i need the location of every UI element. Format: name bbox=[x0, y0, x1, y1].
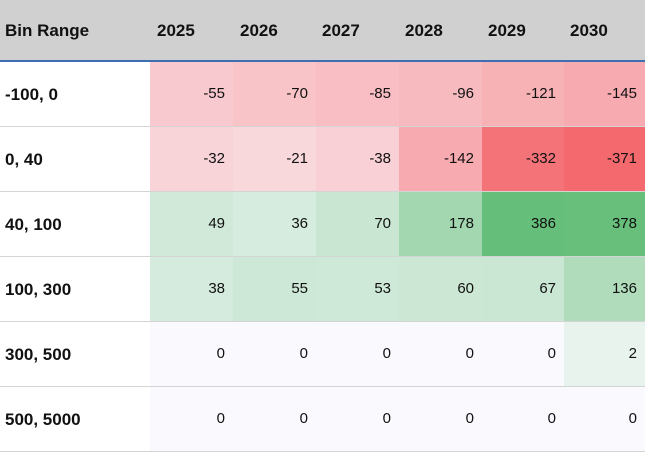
column-header-year[interactable]: 2030 bbox=[570, 21, 608, 40]
heatmap-cell: 0 bbox=[233, 322, 316, 386]
column-header-year[interactable]: 2029 bbox=[488, 21, 526, 40]
heatmap-cell: 0 bbox=[482, 322, 564, 386]
table-row: -100, 0 -55 -70 -85 -96 -121 -145 bbox=[0, 62, 645, 127]
heatmap-cell: 36 bbox=[233, 192, 316, 256]
heatmap-cell: -142 bbox=[399, 127, 482, 191]
heatmap-cell: 0 bbox=[150, 387, 233, 451]
heatmap-cell: 378 bbox=[564, 192, 645, 256]
column-header-year[interactable]: 2025 bbox=[157, 21, 195, 40]
heatmap-cell: -55 bbox=[150, 62, 233, 126]
heatmap-cell: -85 bbox=[316, 62, 399, 126]
row-label: 0, 40 bbox=[5, 150, 43, 169]
heatmap-cell: 178 bbox=[399, 192, 482, 256]
heatmap-cell: 0 bbox=[150, 322, 233, 386]
heatmap-cell: 0 bbox=[233, 387, 316, 451]
heatmap-cell: 2 bbox=[564, 322, 645, 386]
heatmap-cell: -96 bbox=[399, 62, 482, 126]
table-row: 300, 500 0 0 0 0 0 2 bbox=[0, 322, 645, 387]
heatmap-cell: 0 bbox=[482, 387, 564, 451]
table-row: 500, 5000 0 0 0 0 0 0 bbox=[0, 387, 645, 452]
row-label: 40, 100 bbox=[5, 215, 62, 234]
heatmap-cell: 70 bbox=[316, 192, 399, 256]
heatmap-cell: -371 bbox=[564, 127, 645, 191]
heatmap-cell: -70 bbox=[233, 62, 316, 126]
row-label: 100, 300 bbox=[5, 280, 72, 299]
column-header-year[interactable]: 2027 bbox=[322, 21, 360, 40]
heatmap-cell: -332 bbox=[482, 127, 564, 191]
heatmap-cell: 53 bbox=[316, 257, 399, 321]
heatmap-cell: 0 bbox=[399, 387, 482, 451]
heatmap-cell: -145 bbox=[564, 62, 645, 126]
heatmap-cell: 0 bbox=[564, 387, 645, 451]
heatmap-cell: 386 bbox=[482, 192, 564, 256]
heatmap-cell: -121 bbox=[482, 62, 564, 126]
heatmap-cell: -38 bbox=[316, 127, 399, 191]
heatmap-cell: 0 bbox=[316, 322, 399, 386]
heatmap-cell: 60 bbox=[399, 257, 482, 321]
heatmap-cell: -32 bbox=[150, 127, 233, 191]
table-row: 0, 40 -32 -21 -38 -142 -332 -371 bbox=[0, 127, 645, 192]
heatmap-cell: 55 bbox=[233, 257, 316, 321]
heatmap-cell: -21 bbox=[233, 127, 316, 191]
heatmap-cell: 0 bbox=[399, 322, 482, 386]
column-header-year[interactable]: 2026 bbox=[240, 21, 278, 40]
table-header: Bin Range 2025 2026 2027 2028 2029 2030 bbox=[0, 0, 645, 62]
row-label: -100, 0 bbox=[5, 85, 58, 104]
row-label: 300, 500 bbox=[5, 345, 72, 364]
heatmap-cell: 49 bbox=[150, 192, 233, 256]
column-header-bin-range[interactable]: Bin Range bbox=[5, 21, 90, 40]
heatmap-cell: 136 bbox=[564, 257, 645, 321]
heatmap-cell: 0 bbox=[316, 387, 399, 451]
heatmap-cell: 67 bbox=[482, 257, 564, 321]
row-label: 500, 5000 bbox=[5, 410, 81, 429]
heatmap-cell: 38 bbox=[150, 257, 233, 321]
table-row: 100, 300 38 55 53 60 67 136 bbox=[0, 257, 645, 322]
column-header-year[interactable]: 2028 bbox=[405, 21, 443, 40]
table-row: 40, 100 49 36 70 178 386 378 bbox=[0, 192, 645, 257]
